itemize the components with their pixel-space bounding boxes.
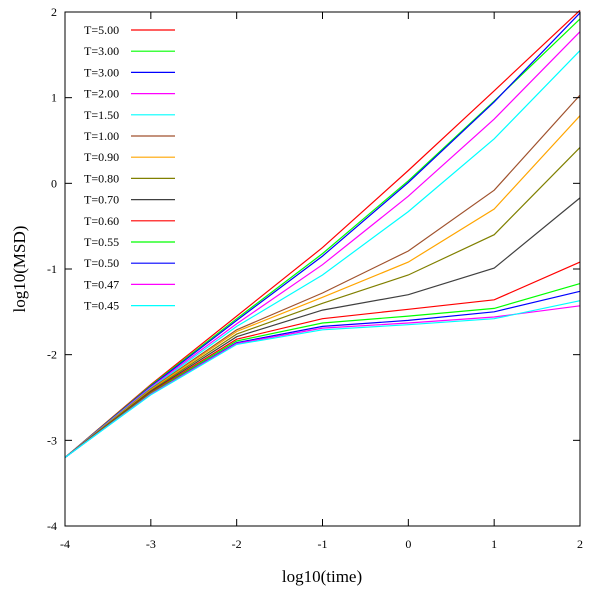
y-axis-label: log10(MSD) bbox=[10, 226, 29, 313]
x-tick-label: -4 bbox=[60, 537, 70, 551]
legend-label: T=0.50 bbox=[84, 256, 119, 270]
x-tick-label: 1 bbox=[491, 537, 497, 551]
legend-label: T=0.45 bbox=[84, 299, 119, 313]
y-tick-label: -4 bbox=[47, 519, 57, 533]
x-tick-label: -2 bbox=[232, 537, 242, 551]
legend-label: T=0.47 bbox=[84, 277, 119, 291]
y-tick-label: 0 bbox=[51, 176, 57, 190]
series-line-2 bbox=[64, 12, 581, 458]
ticks-layer: -4 -3 -2 -1 0 1 2 -4 -3 -2 -1 0 1 2 bbox=[47, 5, 583, 551]
series-line-6 bbox=[64, 115, 581, 458]
legend-label: T=0.70 bbox=[84, 193, 119, 207]
x-axis-label: log10(time) bbox=[282, 567, 362, 586]
x-tick-label: -1 bbox=[318, 537, 328, 551]
legend-label: T=0.90 bbox=[84, 150, 119, 164]
legend-label: T=2.00 bbox=[84, 87, 119, 101]
x-tick-label: -3 bbox=[146, 537, 156, 551]
series-line-9 bbox=[64, 261, 581, 458]
legend-label: T=0.55 bbox=[84, 235, 119, 249]
y-tick-label: 1 bbox=[51, 91, 57, 105]
series-line-5 bbox=[64, 94, 581, 458]
legend-label: T=3.00 bbox=[84, 65, 119, 79]
series-line-8 bbox=[64, 197, 581, 458]
series-line-10 bbox=[64, 283, 581, 458]
series-line-0 bbox=[64, 9, 581, 458]
y-tick-label: 2 bbox=[51, 5, 57, 19]
series-line-7 bbox=[64, 146, 581, 458]
x-tick-label: 2 bbox=[577, 537, 583, 551]
legend: T=5.00 T=3.00 T=3.00 T=2.00 T=1.50 T=1.00 T=0.… bbox=[84, 23, 175, 313]
legend-label: T=3.00 bbox=[84, 44, 119, 58]
y-tick-label: -2 bbox=[47, 348, 57, 362]
legend-label: T=1.00 bbox=[84, 129, 119, 143]
x-tick-label: 0 bbox=[405, 537, 411, 551]
legend-label: T=5.00 bbox=[84, 23, 119, 37]
legend-label: T=0.80 bbox=[84, 171, 119, 185]
series-line-3 bbox=[64, 31, 581, 458]
y-tick-label: -1 bbox=[47, 262, 57, 276]
series-layer bbox=[64, 9, 581, 458]
legend-label: T=1.50 bbox=[84, 108, 119, 122]
series-line-4 bbox=[64, 50, 581, 458]
series-line-12 bbox=[64, 305, 581, 458]
y-tick-label: -3 bbox=[47, 433, 57, 447]
legend-label: T=0.60 bbox=[84, 214, 119, 228]
series-line-13 bbox=[64, 300, 581, 458]
